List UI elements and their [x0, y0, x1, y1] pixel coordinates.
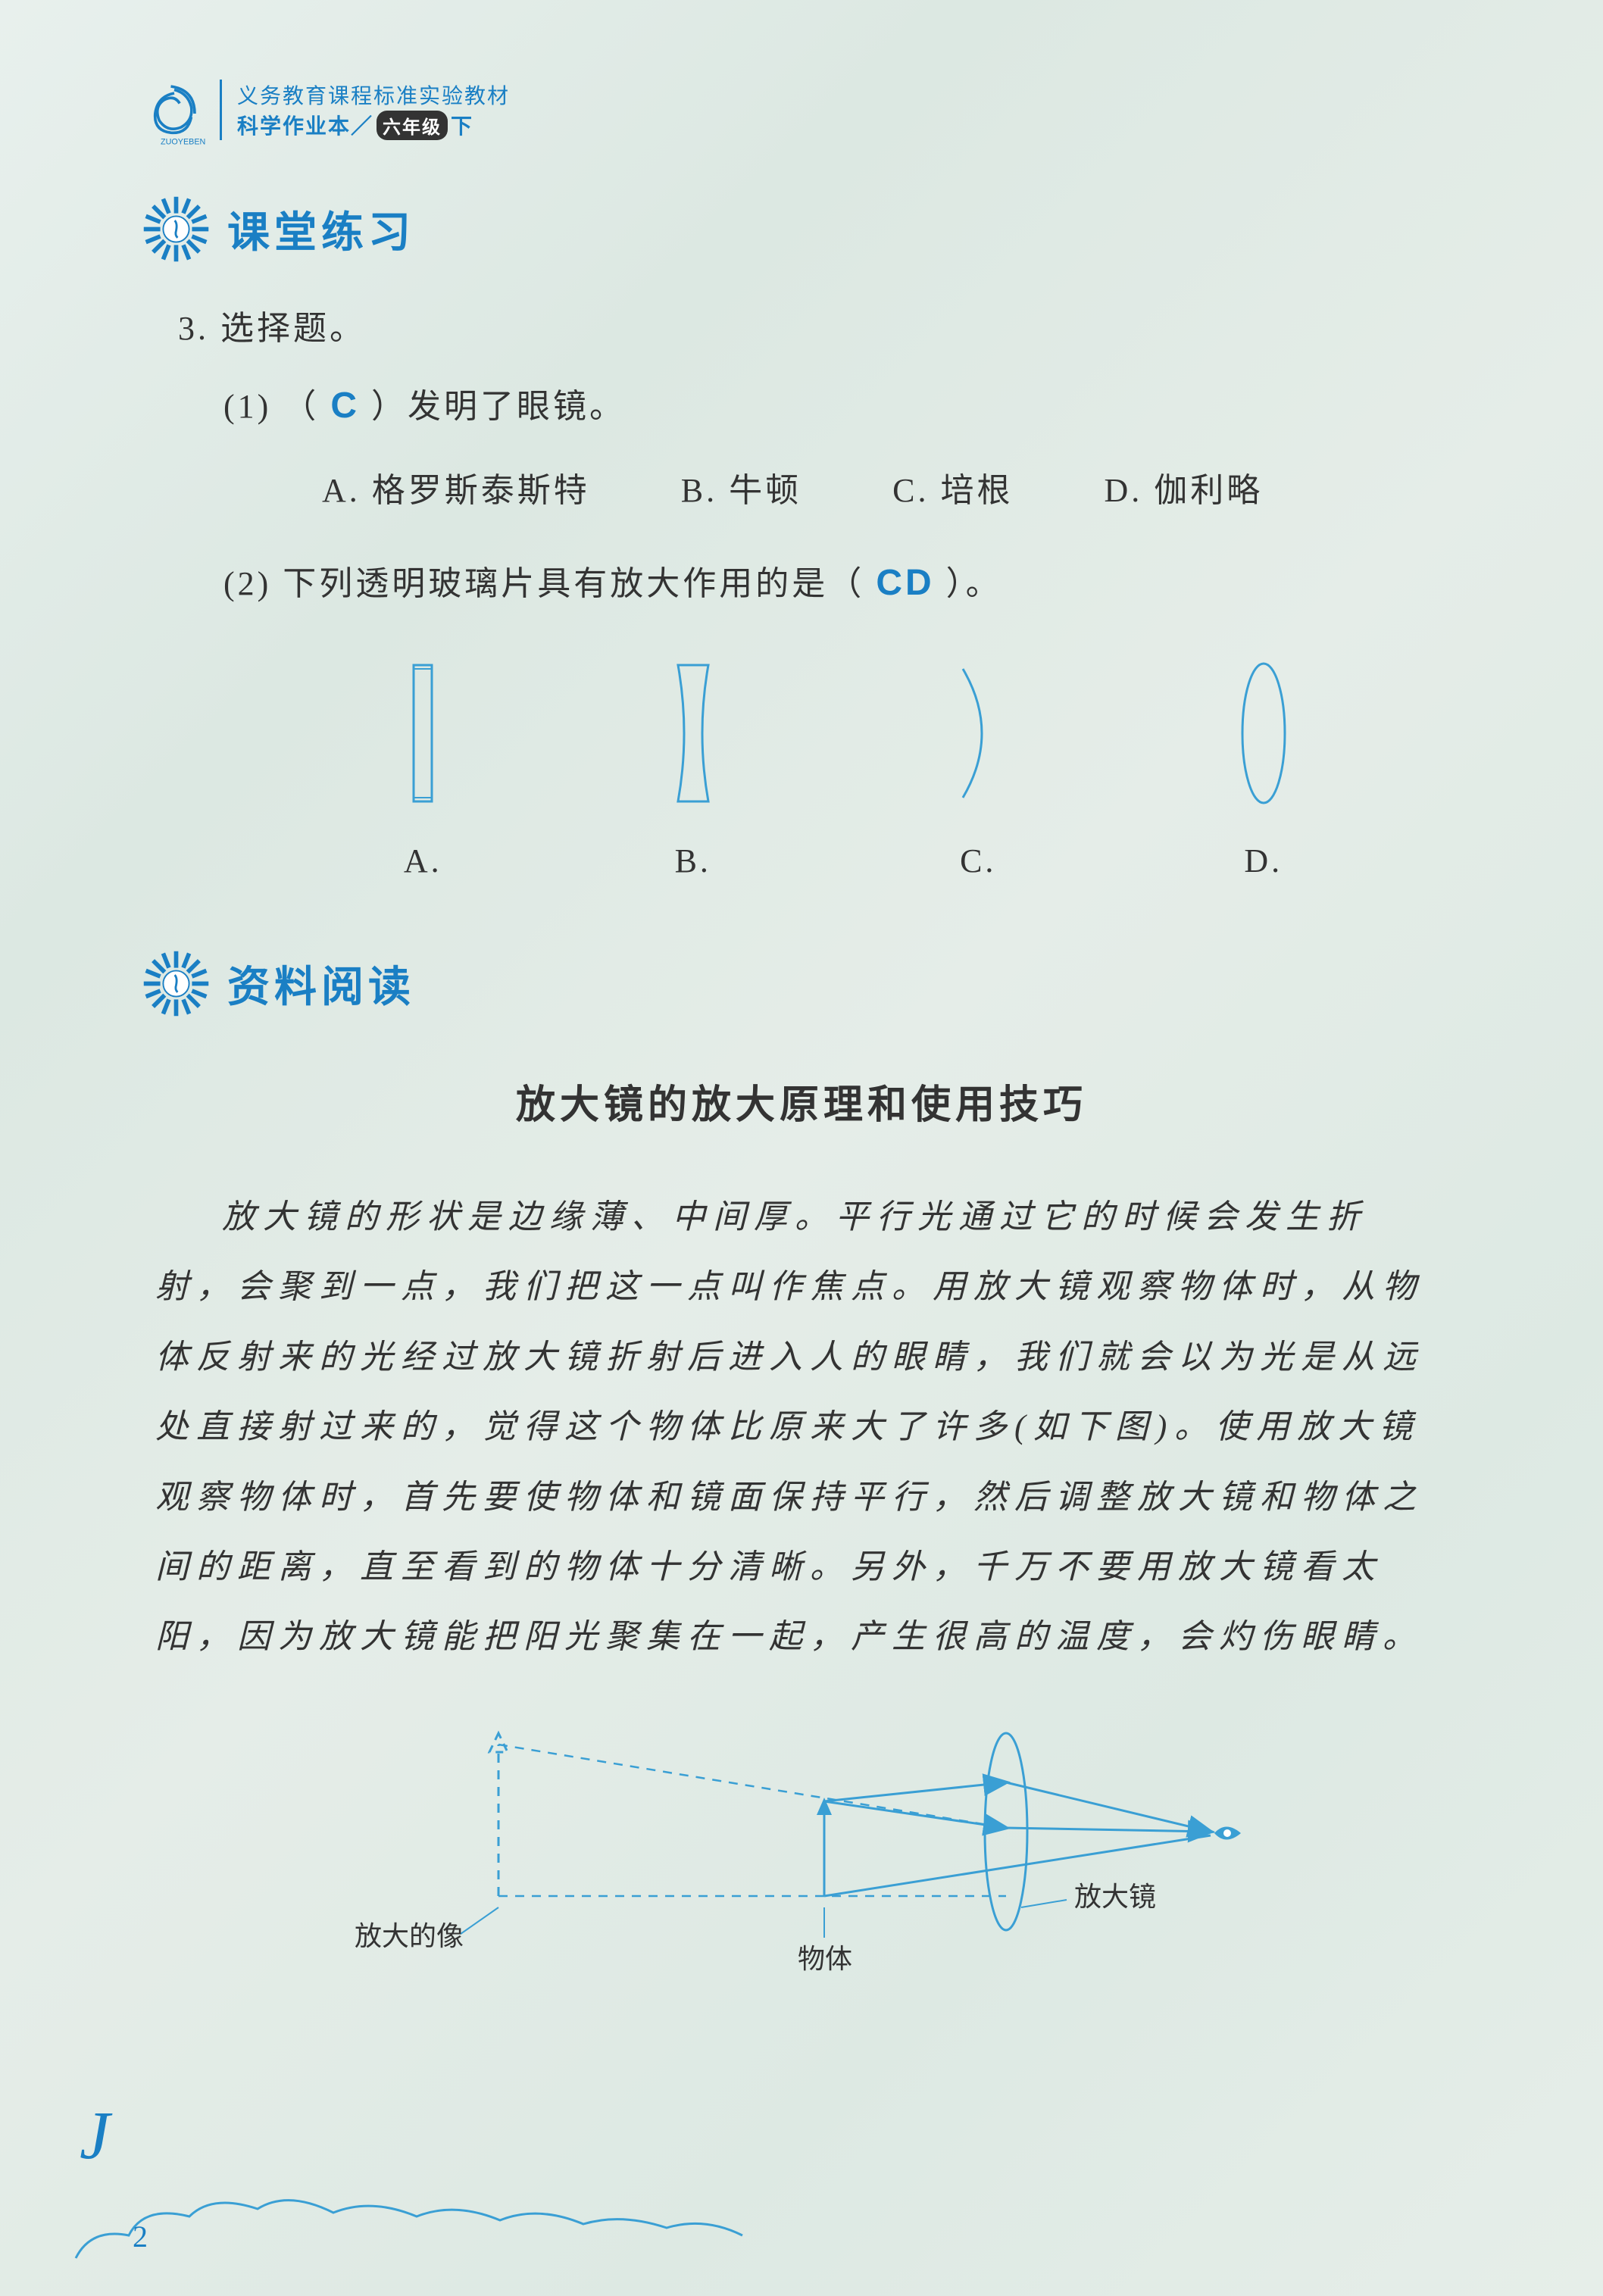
option-a: A. 格罗斯泰斯特 [322, 458, 590, 524]
shape-d-label: D. [1244, 828, 1283, 895]
optical-diagram: 放大的像 物体 放大镜 [309, 1710, 1294, 1983]
question-3-number: 3. 选择题。 [178, 295, 1463, 362]
grade-badge: 六年级 [377, 111, 448, 140]
shape-a-container: A. [400, 658, 445, 895]
reading-body: 放大镜的形状是边缘薄、中间厚。平行光通过它的时候会发生折射，会聚到一点，我们把这… [140, 1182, 1463, 1673]
eye-icon [1214, 1826, 1241, 1839]
sunburst-icon [140, 193, 212, 265]
shape-c-container: C. [940, 658, 1016, 895]
section-title-reading: 资料阅读 [227, 953, 415, 1014]
optical-diagram-container: 放大的像 物体 放大镜 [140, 1710, 1463, 1983]
option-b: B. 牛顿 [681, 458, 802, 524]
question-3-1-options: A. 格罗斯泰斯特 B. 牛顿 C. 培根 D. 伽利略 [178, 458, 1463, 524]
shape-d-convex-lens [1233, 658, 1294, 809]
j-letter-decoration: J [80, 2097, 110, 2175]
section-title-practice: 课堂练习 [227, 198, 415, 260]
shape-b-concave-lens [663, 658, 723, 809]
page-number: 2 [133, 2219, 148, 2254]
answer-3-2: CD [876, 563, 934, 603]
reading-title: 放大镜的放大原理和使用技巧 [140, 1073, 1463, 1129]
label-enlarged-image: 放大的像 [355, 1921, 464, 1951]
lens-shapes-row: A. B. C. D. [178, 635, 1463, 910]
shape-c-label: C. [960, 828, 996, 895]
page-header: ZUOYEBEN 义务教育课程标准实验教材 科学作业本／六年级下 [140, 80, 1463, 148]
shape-a-flat-glass [400, 658, 445, 809]
label-object: 物体 [798, 1944, 852, 1974]
option-c: C. 培根 [892, 458, 1013, 524]
shape-a-label: A. [404, 828, 442, 895]
section-reading-header: 资料阅读 [140, 948, 1463, 1020]
question-3-block: 3. 选择题。 (1) （ C ）发明了眼镜。 A. 格罗斯泰斯特 B. 牛顿 … [140, 295, 1463, 910]
cloud-decoration-icon [68, 2175, 750, 2266]
reading-section: 资料阅读 放大镜的放大原理和使用技巧 放大镜的形状是边缘薄、中间厚。平行光通过它… [140, 948, 1463, 1983]
shape-c-convex-arc [940, 658, 1016, 809]
sunburst-icon [140, 948, 212, 1020]
question-3-2: (2) 下列透明玻璃片具有放大作用的是（ CD ）。 [178, 547, 1463, 620]
option-d: D. 伽利略 [1105, 458, 1264, 524]
section-classroom-practice: 课堂练习 [140, 193, 1463, 265]
label-magnifier: 放大镜 [1074, 1882, 1156, 1912]
shape-b-label: B. [675, 828, 711, 895]
shape-d-container: D. [1233, 658, 1294, 895]
svg-text:ZUOYEBEN: ZUOYEBEN [161, 138, 205, 147]
shape-b-container: B. [663, 658, 723, 895]
header-title: 科学作业本／六年级下 [237, 110, 510, 140]
question-3-1: (1) （ C ）发明了眼镜。 [178, 370, 1463, 442]
header-subtitle: 义务教育课程标准实验教材 [237, 80, 510, 110]
logo-spiral-icon: ZUOYEBEN [140, 80, 208, 148]
answer-3-1: C [330, 386, 360, 426]
